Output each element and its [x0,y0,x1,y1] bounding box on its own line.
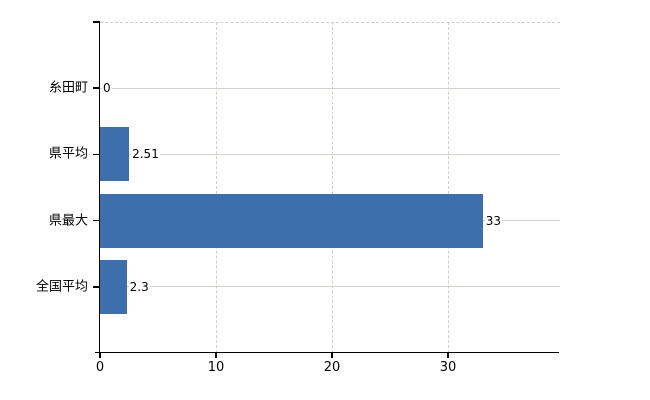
bar-value-label: 33 [484,213,503,228]
y-gridline [100,286,560,288]
y-gridline [100,87,560,89]
x-gridline [448,22,449,353]
bar-value-label: 2.51 [131,147,160,162]
y-axis-line [98,22,100,353]
x-tick-label: 10 [207,360,225,375]
x-axis-tick [215,353,217,358]
category-label: 全国平均 [35,279,88,295]
y-axis-tick [93,286,100,288]
bar-value-label: 2.3 [128,279,150,294]
category-label: 県平均 [48,146,88,162]
category-label: 県最大 [48,213,88,229]
x-tick-label: 30 [439,360,457,375]
bar [100,127,130,182]
x-tick-label: 0 [95,360,105,375]
y-axis-tick [93,219,100,222]
x-axis-tick [447,353,449,358]
x-axis-tick [331,353,333,358]
x-tick-label: 20 [323,360,341,375]
bar [100,193,483,248]
y-axis-tick [93,21,100,23]
y-gridline [100,153,560,155]
y-axis-tick [93,153,100,156]
x-axis-line [95,351,559,353]
x-gridline [332,22,333,353]
x-gridline [216,22,217,353]
bar [100,259,127,314]
y-axis-tick [93,87,100,89]
x-axis-tick [99,353,101,358]
bar-value-label: 0 [102,81,112,96]
plot-top-border [100,22,560,23]
category-label: 糸田町 [48,80,88,96]
